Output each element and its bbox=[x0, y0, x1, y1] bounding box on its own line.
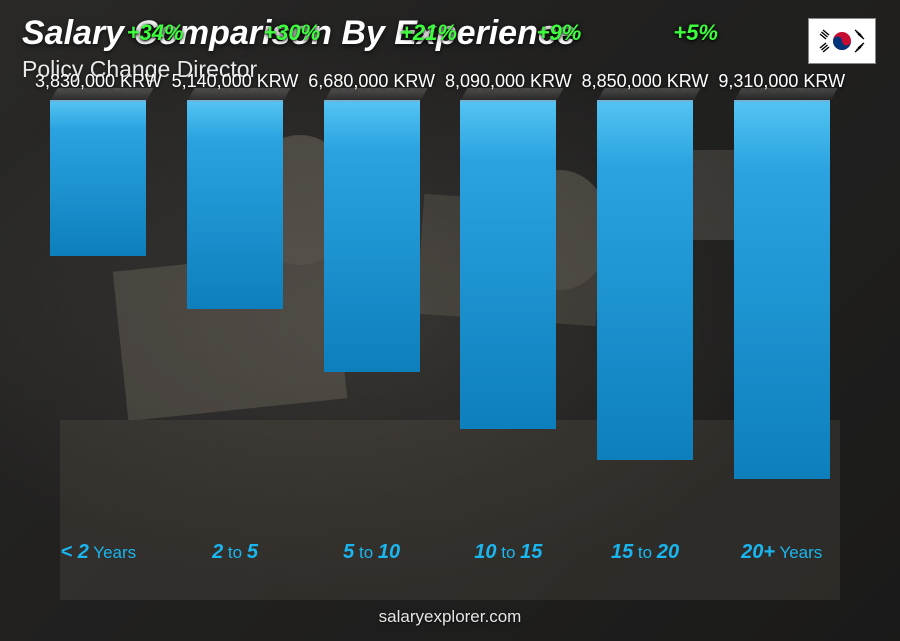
bar-value-label: 5,140,000 KRW bbox=[172, 71, 299, 92]
bar-value-label: 8,090,000 KRW bbox=[445, 71, 572, 92]
footer-attribution: salaryexplorer.com bbox=[0, 607, 900, 627]
x-axis-labels: < 2 Years2 to 55 to 1010 to 1515 to 2020… bbox=[30, 541, 850, 569]
bar-slot: 6,680,000 KRW bbox=[303, 100, 440, 539]
bar-slot: 8,850,000 KRW bbox=[577, 100, 714, 539]
bar-slot: 9,310,000 KRW bbox=[713, 100, 850, 539]
x-axis-label: 2 to 5 bbox=[167, 541, 304, 569]
bar-value-label: 6,680,000 KRW bbox=[308, 71, 435, 92]
x-axis-label: 20+ Years bbox=[713, 541, 850, 569]
bar-value-label: 8,850,000 KRW bbox=[582, 71, 709, 92]
bar-value-label: 9,310,000 KRW bbox=[718, 71, 845, 92]
bar-slot: 8,090,000 KRW bbox=[440, 100, 577, 539]
growth-pct-label: +9% bbox=[537, 20, 582, 46]
bar: 9,310,000 KRW bbox=[734, 100, 830, 479]
bar: 8,850,000 KRW bbox=[597, 100, 693, 460]
x-axis-label: < 2 Years bbox=[30, 541, 167, 569]
growth-pct-label: +5% bbox=[673, 20, 718, 46]
bar-value-label: 3,830,000 KRW bbox=[35, 71, 162, 92]
salary-bar-chart: 3,830,000 KRW 5,140,000 KRW 6,680,000 KRW 8… bbox=[30, 100, 850, 569]
bar-slot: 3,830,000 KRW bbox=[30, 100, 167, 539]
bars-container: 3,830,000 KRW 5,140,000 KRW 6,680,000 KRW 8… bbox=[30, 100, 850, 539]
x-axis-label: 10 to 15 bbox=[440, 541, 577, 569]
bar: 5,140,000 KRW bbox=[187, 100, 283, 309]
x-axis-label: 15 to 20 bbox=[577, 541, 714, 569]
bar: 8,090,000 KRW bbox=[460, 100, 556, 429]
x-axis-label: 5 to 10 bbox=[303, 541, 440, 569]
growth-pct-label: +30% bbox=[263, 20, 320, 46]
bar-slot: 5,140,000 KRW bbox=[167, 100, 304, 539]
country-flag-south-korea bbox=[808, 18, 876, 64]
bar: 6,680,000 KRW bbox=[324, 100, 420, 372]
growth-pct-label: +34% bbox=[127, 20, 184, 46]
growth-pct-label: +21% bbox=[400, 20, 457, 46]
bar: 3,830,000 KRW bbox=[50, 100, 146, 256]
